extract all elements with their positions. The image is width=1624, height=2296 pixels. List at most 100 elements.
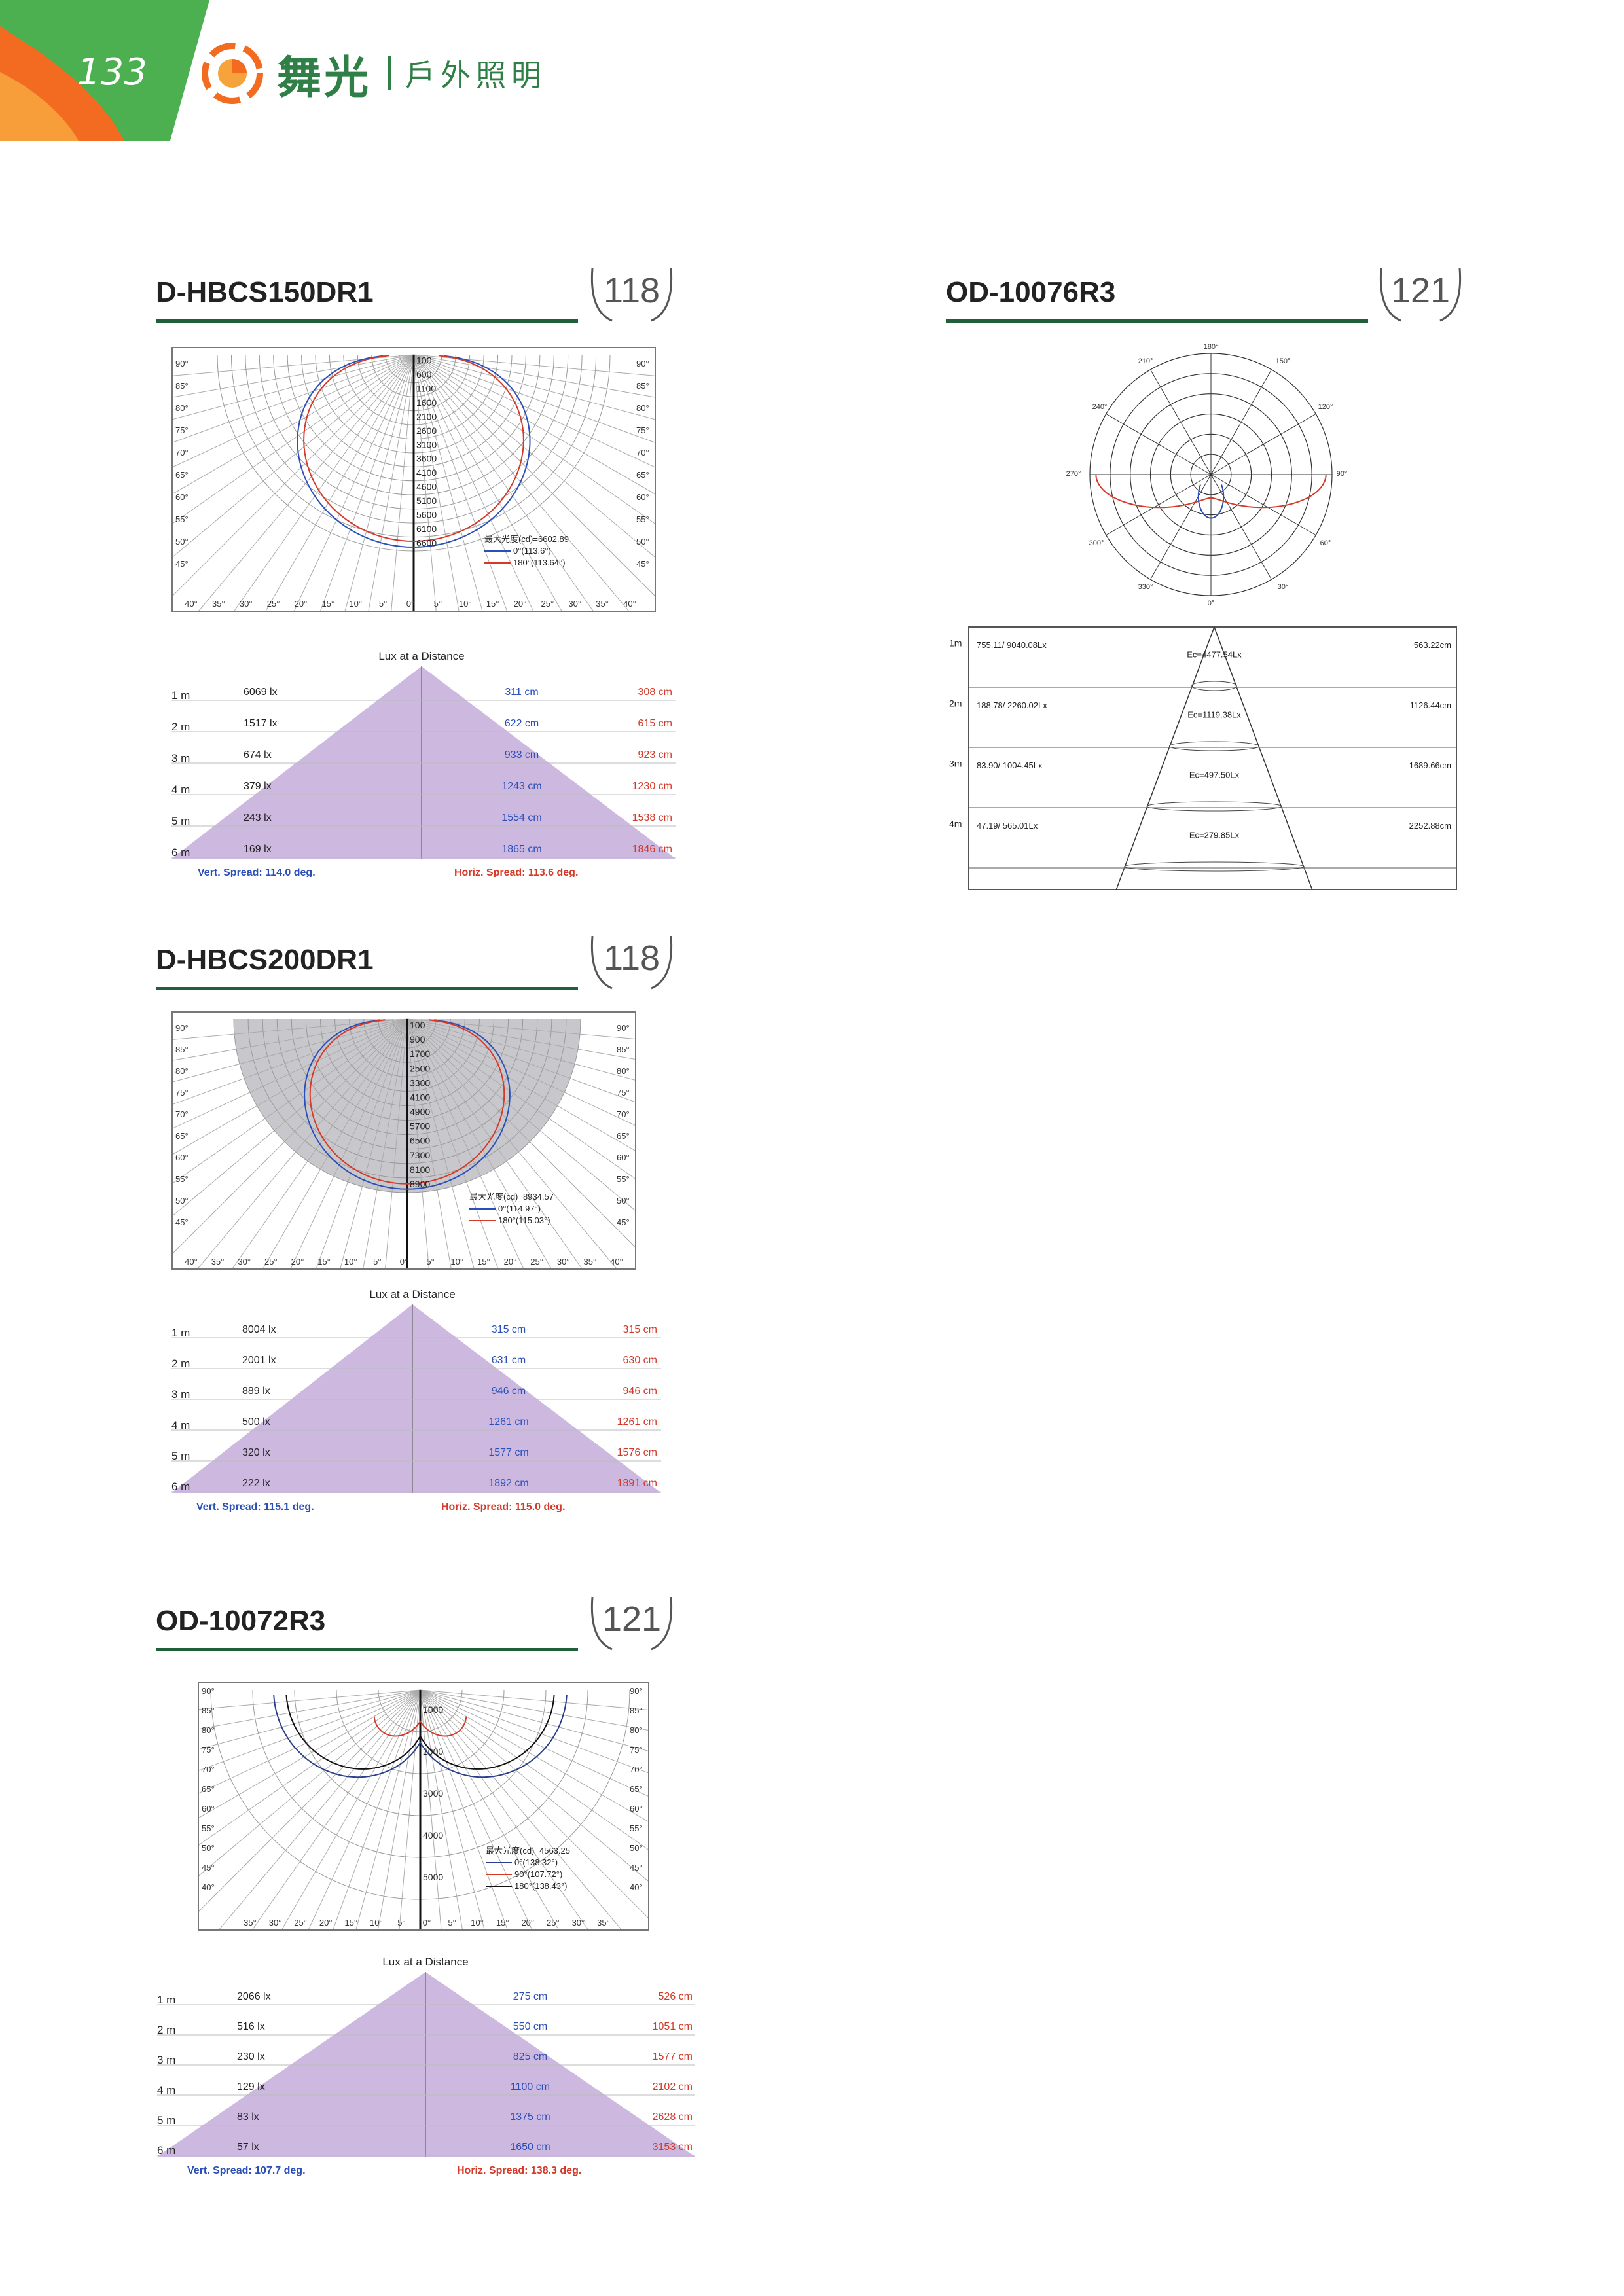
lux-value: 889 lx <box>242 1386 270 1397</box>
polar-angle-label-right: 55° <box>636 514 649 524</box>
lux-distance-chart-2: Lux at a Distance 1 m 8004 lx 315 cm 315 cm 2… <box>171 1288 661 1512</box>
lux-vert-width: 946 cm <box>492 1386 526 1397</box>
polar-angle-label-bottom: 5° <box>434 599 442 609</box>
polar-angle-label-bottom: 5° <box>426 1257 434 1266</box>
polar-angle-label-right: 75° <box>636 425 649 435</box>
lux-distance: 4 m <box>171 1419 190 1431</box>
lux-value: 6069 lx <box>244 687 278 698</box>
lux-horiz-spread: Horiz. Spread: 115.0 deg. <box>441 1501 565 1512</box>
polar-angle-label-bottom: 20° <box>295 599 308 609</box>
polar-grid-ray <box>171 354 414 398</box>
polar-value-label: 3100 <box>416 439 437 450</box>
polar-angle-label-bottom: 40° <box>610 1257 623 1266</box>
polar-grid-ray <box>307 1689 421 1931</box>
polar-value-label: 2600 <box>416 425 437 436</box>
polar-grid-ray <box>1150 474 1212 580</box>
polar-value-label: 5600 <box>416 509 437 520</box>
polar-angle-label-right: 70° <box>636 448 649 457</box>
lux-distance: 4 m <box>171 783 190 796</box>
polar-grid-ray <box>196 1018 408 1270</box>
cone-ellipse <box>1191 681 1237 691</box>
polar-angle-label-bottom: 5° <box>379 599 387 609</box>
polar-angle-label-bottom: 5° <box>373 1257 381 1266</box>
polar-angle-label-right: 60° <box>617 1153 630 1162</box>
lux-value: 243 lx <box>244 812 272 823</box>
polar-frame <box>171 347 656 612</box>
lux-horiz-width: 2628 cm <box>653 2111 693 2123</box>
polar-angle-label-right: 65° <box>617 1131 630 1141</box>
lux-horiz-width: 3153 cm <box>653 2142 693 2153</box>
polar-grid-ray <box>420 1689 649 1797</box>
polar-value-label: 8100 <box>410 1164 430 1175</box>
page-ref-number-1: 118 <box>603 271 660 310</box>
polar-grid-ray <box>171 354 414 559</box>
lux-distance: 5 m <box>171 1450 190 1462</box>
polar-grid-ray <box>413 354 656 398</box>
polar-grid-ray <box>420 1689 463 1931</box>
polar-angle-label-bottom: 40° <box>623 599 636 609</box>
polar-angle-label-bottom: 30° <box>572 1918 585 1928</box>
polar-angle-label-bottom: 20° <box>291 1257 304 1266</box>
polar-grid-ray <box>344 354 414 612</box>
polar-angle-label-right: 85° <box>617 1045 630 1054</box>
polar-grid-ray <box>406 1018 636 1081</box>
polar-angle-label-left: 80° <box>202 1725 215 1735</box>
polar-grid-ray <box>384 1018 408 1270</box>
polar-angle-label-left: 55° <box>175 514 189 524</box>
polar-legend-entry: 180°(115.03°) <box>498 1215 550 1225</box>
page-ref-number-2: 118 <box>603 939 660 978</box>
polar-grid-ray <box>1210 474 1316 535</box>
cone-left-value: 188.78/ 2260.02Lx <box>977 700 1047 710</box>
lux-distance: 5 m <box>157 2114 175 2126</box>
polar-angle-label-bottom: 10° <box>471 1918 484 1928</box>
lux-vert-width: 550 cm <box>513 2021 547 2032</box>
polar-angle-label-right: 45° <box>636 559 649 569</box>
polar-angle-label-bottom: 10° <box>459 599 472 609</box>
lux-title: Lux at a Distance <box>369 1288 455 1300</box>
lux-value: 379 lx <box>244 781 272 792</box>
cone-left-value: 47.19/ 565.01Lx <box>977 821 1038 831</box>
polar-value-label: 8900 <box>410 1179 430 1189</box>
lux-horiz-width: 1576 cm <box>617 1447 657 1458</box>
polar-value-label: 1000 <box>423 1704 443 1715</box>
lux-vert-width: 1892 cm <box>488 1478 528 1489</box>
polar-angle-label: 60° <box>1320 539 1331 547</box>
polar-angle-label-right: 60° <box>630 1804 643 1814</box>
polar-grid-ray <box>413 354 656 444</box>
lux-horiz-width: 1538 cm <box>632 812 672 823</box>
polar-value-label: 100 <box>416 355 432 366</box>
polar-grid-ray <box>316 1018 408 1270</box>
cone-ec-value: Ec=1119.38Lx <box>1187 709 1241 719</box>
polar-angle-label-bottom: 25° <box>541 599 554 609</box>
polar-angle-label-bottom: 20° <box>319 1918 333 1928</box>
polar-angle-label-right: 50° <box>636 537 649 547</box>
lux-vert-spread: Vert. Spread: 107.7 deg. <box>187 2165 306 2176</box>
polar-value-label: 1700 <box>410 1049 430 1059</box>
cone-ellipse <box>1168 741 1260 751</box>
polar-angle-label-bottom: 35° <box>584 1257 597 1266</box>
lux-horiz-width: 946 cm <box>623 1386 657 1397</box>
polar-angle-label-left: 70° <box>175 1109 189 1119</box>
lux-value: 1517 lx <box>244 718 278 729</box>
polar-angle-label: 240° <box>1092 403 1108 411</box>
polar-angle-label-left: 90° <box>175 359 189 368</box>
polar-angle-label-bottom: 25° <box>264 1257 278 1266</box>
lux-horiz-width: 923 cm <box>638 749 672 761</box>
polar-grid-ray <box>413 354 594 612</box>
polar-value-label: 3000 <box>423 1788 443 1799</box>
polar-grid-ray <box>413 354 483 612</box>
polar-angle-label-bottom: 15° <box>317 1257 331 1266</box>
cone-diagram-4: 1m 755.11/ 9040.08Lx Ec=4477.54Lx 563.22cm 2… <box>949 626 1457 890</box>
polar-grid-ray <box>413 354 508 612</box>
lux-value: 674 lx <box>244 749 272 761</box>
polar-angle-label-bottom: 25° <box>547 1918 560 1928</box>
cone-frame <box>968 626 1457 890</box>
polar-curve-0deg <box>297 355 531 548</box>
lux-distance: 4 m <box>157 2084 175 2096</box>
polar-angle-label: 180° <box>1204 343 1219 351</box>
polar-angle-label-right: 90° <box>636 359 649 368</box>
polar-value-label: 2500 <box>410 1063 430 1073</box>
polar-angle-label-bottom: 20° <box>521 1918 534 1928</box>
polar-angle-label: 210° <box>1138 357 1153 365</box>
polar-grid-ray <box>420 1689 649 1731</box>
